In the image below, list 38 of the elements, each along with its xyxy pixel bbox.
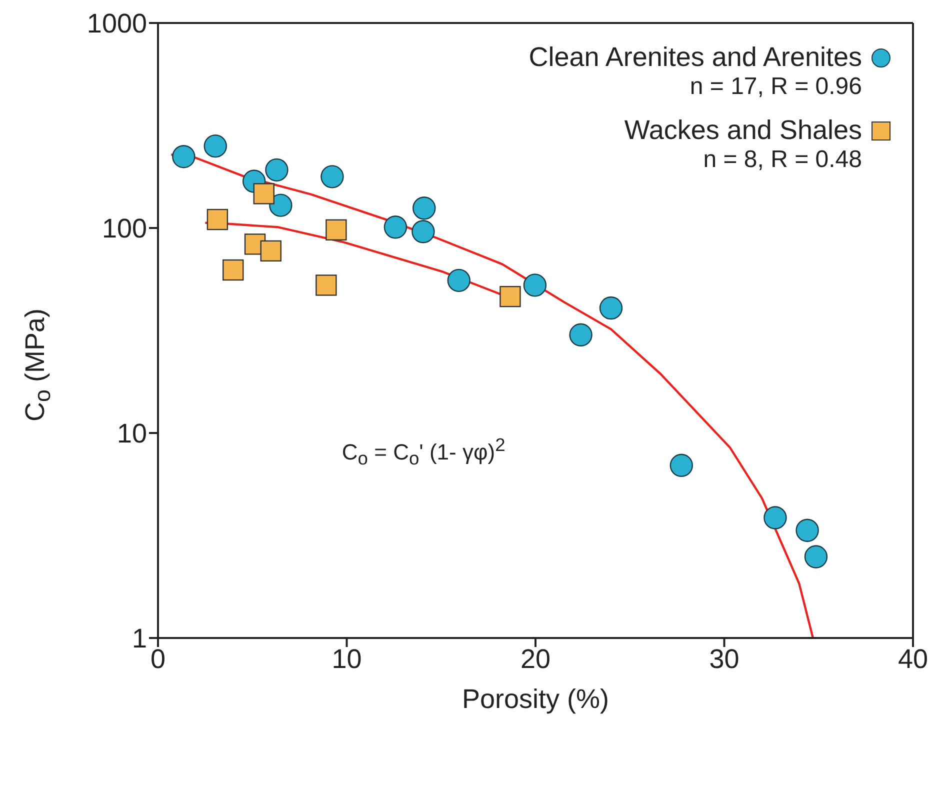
point — [523, 274, 547, 297]
legend-label: Wackes and Shales — [624, 115, 862, 146]
y-tick-label: 1000 — [86, 8, 147, 39]
point — [260, 240, 282, 262]
x-tick-label: 20 — [520, 644, 551, 674]
x-tick-label: 0 — [150, 644, 166, 674]
point — [253, 183, 274, 204]
x-axis-title: Porosity (%) — [462, 684, 610, 714]
point — [316, 274, 337, 296]
point — [764, 506, 787, 530]
point — [500, 286, 521, 308]
point — [326, 219, 347, 240]
point — [172, 145, 196, 168]
point — [384, 216, 408, 239]
point — [206, 208, 228, 230]
point — [599, 296, 623, 320]
x-tick-label: 40 — [898, 644, 928, 674]
y-tick-label: 10 — [116, 418, 147, 449]
annotation: n = 8, R = 0.48 — [702, 146, 862, 174]
point — [222, 259, 244, 281]
point — [412, 220, 435, 244]
point — [447, 268, 470, 292]
y-tick-label: 100 — [102, 214, 147, 244]
point — [670, 454, 694, 477]
annotation: C$_{o}$ = C$_{o}$' (1- γφ)$^{2}$ — [342, 434, 506, 470]
point — [265, 158, 288, 182]
point — [412, 196, 436, 220]
legend-label: Clean Arenites and Arenites — [528, 42, 862, 73]
point — [796, 518, 819, 542]
point — [320, 165, 344, 188]
y-tick-label: 1 — [132, 624, 147, 654]
point — [569, 323, 592, 346]
point — [204, 134, 227, 158]
point — [804, 545, 828, 568]
x-tick-label: 30 — [709, 644, 740, 674]
point — [269, 194, 292, 217]
x-tick-label: 10 — [332, 644, 362, 674]
annotation: n = 17, R = 0.96 — [688, 73, 862, 101]
